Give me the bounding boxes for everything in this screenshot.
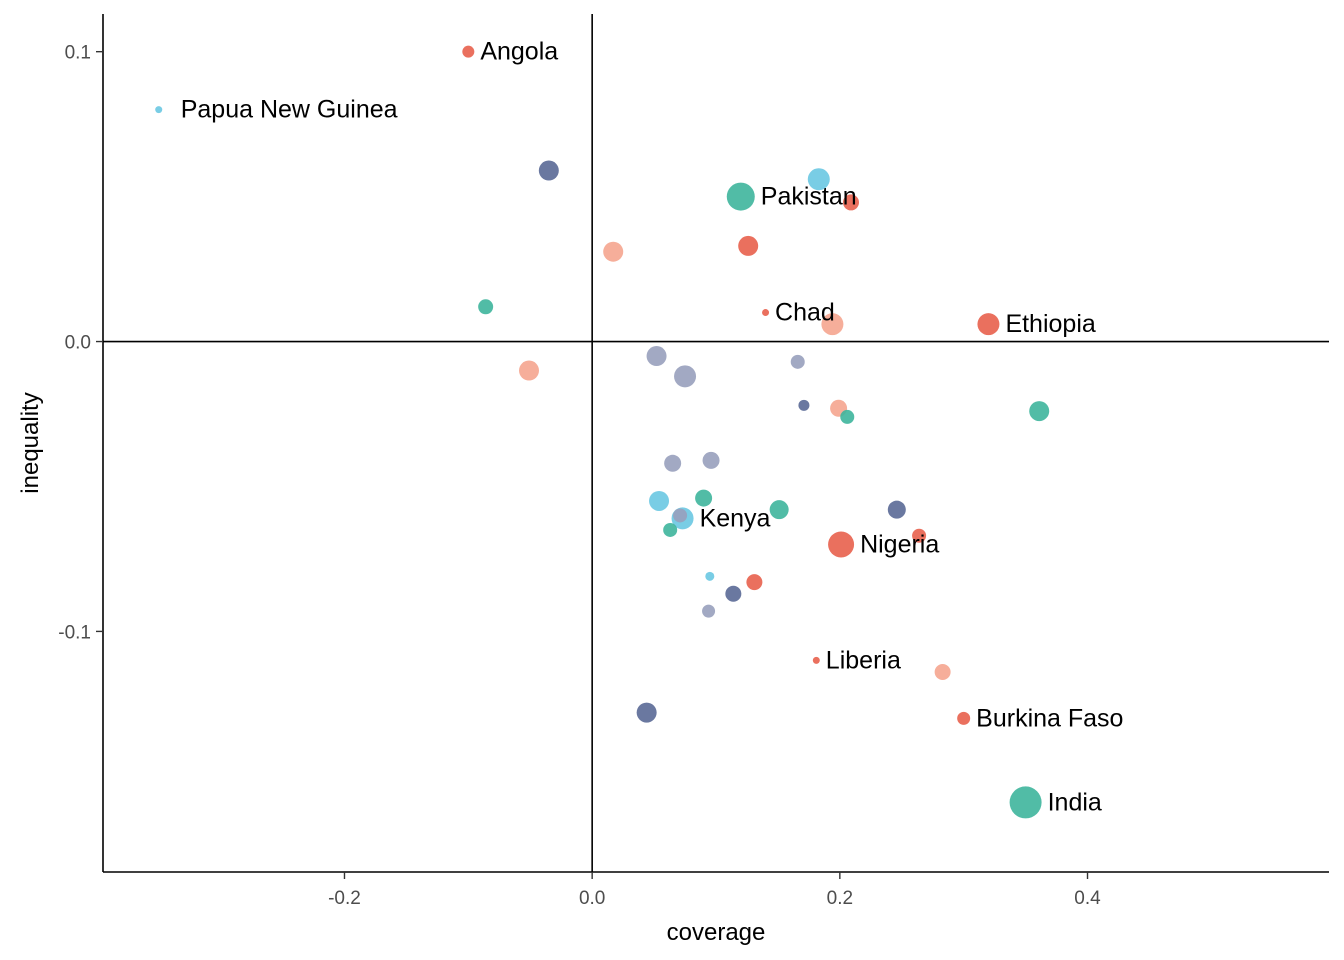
data-point xyxy=(842,194,859,211)
point-label: Pakistan xyxy=(761,183,857,211)
x-axis-ticks: -0.2 0.0 0.2 0.4 xyxy=(328,872,1101,909)
data-point xyxy=(807,168,830,191)
data-point xyxy=(478,299,494,315)
x-axis-title: coverage xyxy=(667,919,766,946)
data-point xyxy=(702,451,720,469)
data-point xyxy=(695,489,713,507)
point-label: Angola xyxy=(480,38,558,66)
y-tick-label: 0.1 xyxy=(65,43,91,64)
data-point xyxy=(649,490,670,511)
data-point xyxy=(538,160,559,181)
data-point xyxy=(934,663,951,680)
data-point xyxy=(769,500,789,520)
point-label: Burkina Faso xyxy=(976,704,1123,732)
point-label: Chad xyxy=(775,299,835,327)
data-point xyxy=(519,360,540,381)
data-point xyxy=(1029,401,1050,422)
data-point xyxy=(977,313,1000,336)
data-point xyxy=(840,409,855,424)
data-point xyxy=(798,399,810,411)
data-point xyxy=(912,528,927,543)
data-point xyxy=(636,702,657,723)
point-labels-layer: Angola Papua New Guinea Pakistan Chad Ethiop… xyxy=(181,38,1124,817)
point-label: Liberia xyxy=(826,646,901,674)
data-point xyxy=(155,106,163,114)
point-label: Kenya xyxy=(700,504,771,532)
data-point xyxy=(957,711,971,725)
data-point xyxy=(746,574,763,591)
points-layer xyxy=(155,45,1050,819)
data-point xyxy=(726,182,755,211)
data-point xyxy=(663,522,678,537)
x-tick-label: 0.2 xyxy=(827,888,853,909)
data-point xyxy=(738,235,759,256)
data-point xyxy=(462,45,475,58)
data-point xyxy=(705,571,715,581)
data-point xyxy=(603,241,624,262)
data-point xyxy=(812,656,820,664)
data-point xyxy=(762,309,770,317)
x-tick-label: 0.4 xyxy=(1074,888,1101,909)
y-tick-label: 0.0 xyxy=(65,333,91,354)
data-point xyxy=(646,346,667,367)
y-axis-title: inequality xyxy=(17,392,44,493)
data-point xyxy=(674,365,697,388)
y-axis-ticks: -0.1 0.0 0.1 xyxy=(58,43,103,643)
data-point xyxy=(887,500,906,519)
data-point xyxy=(673,508,688,523)
y-tick-label: -0.1 xyxy=(58,622,91,643)
point-label: India xyxy=(1048,788,1102,816)
point-label: Nigeria xyxy=(860,530,939,558)
point-label: Ethiopia xyxy=(1005,310,1095,338)
data-point xyxy=(828,531,855,558)
data-point xyxy=(702,604,716,618)
point-label: Papua New Guinea xyxy=(181,96,398,124)
x-tick-label: 0.0 xyxy=(579,888,605,909)
data-point xyxy=(821,313,844,336)
data-point xyxy=(725,585,742,602)
x-tick-label: -0.2 xyxy=(328,888,361,909)
data-point xyxy=(1009,786,1042,819)
data-point xyxy=(664,454,682,472)
data-point xyxy=(790,354,805,369)
